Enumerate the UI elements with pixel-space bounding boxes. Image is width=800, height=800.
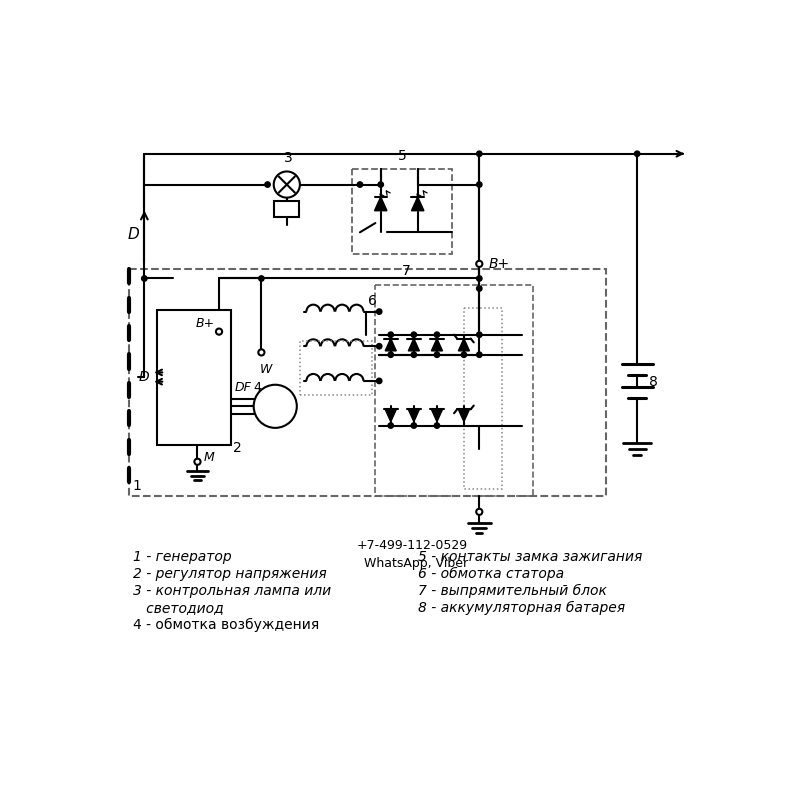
Circle shape <box>477 286 482 291</box>
Bar <box>375 285 534 496</box>
Circle shape <box>388 423 394 428</box>
Text: 8 - аккумуляторная батарея: 8 - аккумуляторная батарея <box>418 601 625 615</box>
Circle shape <box>265 182 270 187</box>
Text: 3: 3 <box>284 151 293 166</box>
Text: 7: 7 <box>402 265 411 278</box>
Circle shape <box>434 352 440 358</box>
Polygon shape <box>431 338 442 351</box>
Circle shape <box>358 182 362 187</box>
Circle shape <box>476 509 482 515</box>
Text: 3 - контрольная лампа или: 3 - контрольная лампа или <box>133 584 331 598</box>
Text: 7 - выпрямительный блок: 7 - выпрямительный блок <box>418 584 606 598</box>
Polygon shape <box>408 338 419 351</box>
Polygon shape <box>386 338 396 351</box>
Bar <box>274 202 299 217</box>
Circle shape <box>377 309 382 314</box>
Text: 4: 4 <box>253 381 261 394</box>
Text: 5 - контакты замка зажигания: 5 - контакты замка зажигания <box>418 550 642 564</box>
Circle shape <box>254 385 297 428</box>
Circle shape <box>142 276 147 281</box>
Text: D: D <box>138 370 149 384</box>
Text: +7-499-112-0529
WhatsApp, Viber: +7-499-112-0529 WhatsApp, Viber <box>357 538 468 570</box>
Circle shape <box>634 151 640 157</box>
Bar <box>129 270 606 496</box>
Text: 2 - регулятор напряжения: 2 - регулятор напряжения <box>133 567 326 582</box>
Text: DF: DF <box>234 381 251 394</box>
Text: D: D <box>128 227 139 242</box>
Polygon shape <box>431 410 442 422</box>
Text: 1 - генератор: 1 - генератор <box>133 550 231 564</box>
Circle shape <box>216 329 222 334</box>
Polygon shape <box>386 410 396 422</box>
Circle shape <box>477 276 482 281</box>
Bar <box>352 169 452 254</box>
Text: 5: 5 <box>398 149 406 163</box>
Text: M: M <box>204 450 214 464</box>
Circle shape <box>388 332 394 338</box>
Circle shape <box>377 343 382 349</box>
Polygon shape <box>374 197 387 210</box>
Circle shape <box>411 423 417 428</box>
Text: 4 - обмотка возбуждения: 4 - обмотка возбуждения <box>133 618 319 632</box>
Polygon shape <box>458 338 470 351</box>
Text: B+: B+ <box>489 257 510 271</box>
Bar <box>158 310 230 445</box>
Text: 8: 8 <box>649 375 658 390</box>
Circle shape <box>411 332 417 338</box>
Text: светодиод: светодиод <box>133 601 223 615</box>
Bar <box>300 341 371 394</box>
Circle shape <box>477 151 482 157</box>
Circle shape <box>476 261 482 267</box>
Text: 6 - обмотка статора: 6 - обмотка статора <box>418 567 564 582</box>
Circle shape <box>477 332 482 338</box>
Text: B+: B+ <box>196 317 215 330</box>
Circle shape <box>377 378 382 383</box>
Circle shape <box>462 352 466 358</box>
Circle shape <box>378 182 383 187</box>
Text: 1: 1 <box>132 479 141 494</box>
Circle shape <box>477 182 482 187</box>
Text: 6: 6 <box>368 294 377 308</box>
Circle shape <box>434 423 440 428</box>
Polygon shape <box>411 197 424 210</box>
Circle shape <box>477 352 482 358</box>
Polygon shape <box>458 410 470 422</box>
Circle shape <box>258 350 265 355</box>
Circle shape <box>434 332 440 338</box>
Circle shape <box>274 171 300 198</box>
Circle shape <box>388 352 394 358</box>
Text: 2: 2 <box>233 441 242 455</box>
Bar <box>464 308 502 489</box>
Circle shape <box>194 458 201 465</box>
Circle shape <box>258 276 264 281</box>
Text: W: W <box>260 363 272 376</box>
Polygon shape <box>408 410 419 422</box>
Circle shape <box>411 352 417 358</box>
